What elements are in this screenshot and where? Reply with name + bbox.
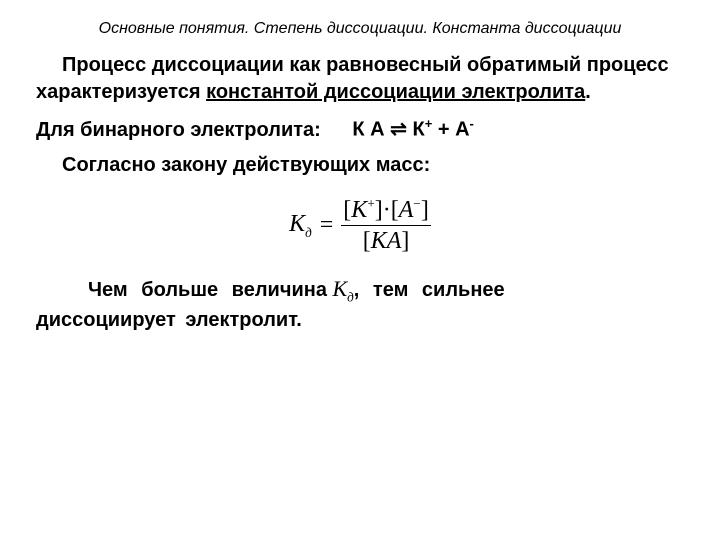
formula-denominator: [KA]	[361, 228, 412, 254]
eq-a-minus: -	[470, 116, 474, 131]
conclusion-a: Чем больше величина	[88, 279, 327, 301]
formula-K-letter: К	[289, 211, 305, 237]
br3c: ]	[401, 228, 409, 254]
num-K: K	[351, 197, 367, 223]
intro-text-c: .	[585, 81, 591, 103]
mass-action-label: Согласно закону действующих масс:	[36, 152, 684, 179]
formula-K: Кд	[289, 211, 312, 241]
conclusion-paragraph: Чем больше величина Кд, тем сильнее дисс…	[36, 274, 684, 333]
formula-numerator: [K+]·[A−]	[341, 197, 431, 223]
section-header: Основные понятия. Степень диссоциации. К…	[36, 20, 684, 38]
binary-label: Для бинарного электролита:	[36, 119, 321, 141]
eq-a: А	[455, 119, 469, 141]
binary-electrolyte-line: Для бинарного электролита: К А ⇌ К+ + А-	[36, 116, 684, 142]
num-dot: ·	[383, 197, 391, 223]
formula-fraction: [K+]·[A−] [KA]	[341, 197, 431, 255]
num-A: A	[399, 197, 414, 223]
num-Aminus: −	[413, 196, 420, 211]
mass-action-text: Согласно закону действующих масс:	[62, 154, 430, 176]
eq-lhs: К А	[352, 119, 384, 141]
eq-k: К	[412, 119, 424, 141]
eq-arrow: ⇌	[385, 119, 413, 141]
num-Kplus: +	[367, 196, 374, 211]
paragraph-intro: Процесс диссоциации как равновесный обра…	[36, 52, 684, 106]
eq-plus: +	[432, 119, 455, 141]
formula-block: Кд = [K+]·[A−] [KA]	[36, 197, 684, 255]
page: Основные понятия. Степень диссоциации. К…	[0, 0, 720, 540]
br3o: [	[363, 228, 371, 254]
kd-formula: Кд = [K+]·[A−] [KA]	[289, 197, 431, 255]
kd-inline: Кд	[333, 276, 354, 301]
intro-text-underlined: константой диссоциации электролита	[206, 81, 585, 103]
kd-d: д	[347, 290, 354, 305]
formula-K-sub: д	[305, 224, 312, 239]
conclusion-b: , тем сильнее	[354, 279, 505, 301]
br2o: [	[391, 197, 399, 223]
formula-eq: =	[320, 212, 334, 239]
kd-K: К	[333, 276, 348, 301]
br1c: ]	[375, 197, 383, 223]
fraction-bar	[341, 225, 431, 226]
den-KA: KA	[371, 228, 402, 254]
br2c: ]	[421, 197, 429, 223]
conclusion-c: диссоциирует электролит.	[36, 309, 302, 331]
